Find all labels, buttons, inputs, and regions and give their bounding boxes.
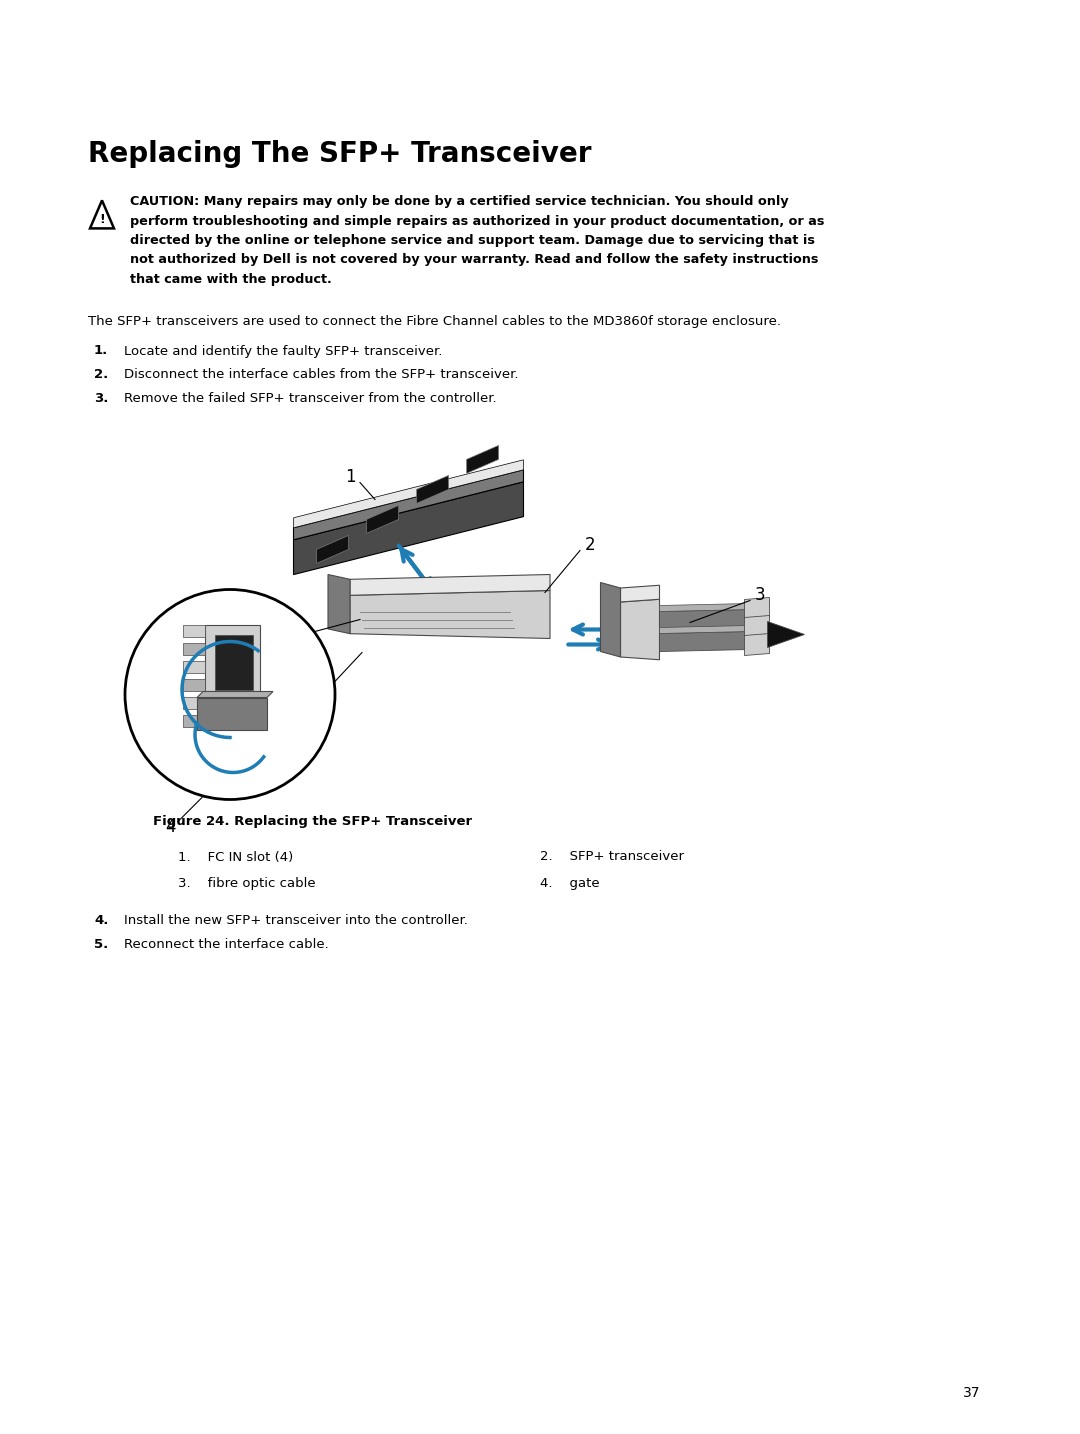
Polygon shape xyxy=(294,460,524,528)
Text: CAUTION: Many repairs may only be done by a certified service technician. You sh: CAUTION: Many repairs may only be done b… xyxy=(130,195,788,208)
Text: 5.: 5. xyxy=(94,938,108,952)
Polygon shape xyxy=(294,482,524,575)
Polygon shape xyxy=(467,446,499,473)
Text: 4: 4 xyxy=(165,819,175,836)
Polygon shape xyxy=(294,470,524,539)
Text: 4.: 4. xyxy=(94,915,108,928)
Polygon shape xyxy=(183,697,205,708)
Polygon shape xyxy=(183,678,205,691)
Text: 1.: 1. xyxy=(94,344,108,357)
Polygon shape xyxy=(744,634,769,655)
Circle shape xyxy=(125,589,335,800)
Polygon shape xyxy=(197,697,267,730)
Polygon shape xyxy=(197,691,273,697)
Polygon shape xyxy=(660,609,750,630)
Polygon shape xyxy=(350,591,550,638)
Text: not authorized by Dell is not covered by your warranty. Read and follow the safe: not authorized by Dell is not covered by… xyxy=(130,254,819,267)
Polygon shape xyxy=(205,624,260,700)
Text: 2.: 2. xyxy=(94,369,108,381)
Polygon shape xyxy=(328,575,350,634)
Text: Remove the failed SFP+ transceiver from the controller.: Remove the failed SFP+ transceiver from … xyxy=(124,393,497,406)
Text: Install the new SFP+ transceiver into the controller.: Install the new SFP+ transceiver into th… xyxy=(124,915,468,928)
Text: Replacing The SFP+ Transceiver: Replacing The SFP+ Transceiver xyxy=(87,141,592,168)
Text: Disconnect the interface cables from the SFP+ transceiver.: Disconnect the interface cables from the… xyxy=(124,369,518,381)
Text: that came with the product.: that came with the product. xyxy=(130,272,332,285)
Polygon shape xyxy=(660,625,750,634)
Polygon shape xyxy=(660,604,750,611)
Text: 3.    fibre optic cable: 3. fibre optic cable xyxy=(178,876,315,889)
Text: directed by the online or telephone service and support team. Damage due to serv: directed by the online or telephone serv… xyxy=(130,234,815,247)
Polygon shape xyxy=(621,585,660,602)
Polygon shape xyxy=(621,599,660,660)
Text: The SFP+ transceivers are used to connect the Fibre Channel cables to the MD3860: The SFP+ transceivers are used to connec… xyxy=(87,314,781,327)
Polygon shape xyxy=(183,642,205,654)
Polygon shape xyxy=(183,714,205,727)
Polygon shape xyxy=(366,505,399,533)
Polygon shape xyxy=(744,598,769,619)
Text: 1: 1 xyxy=(345,467,355,486)
Text: Locate and identify the faulty SFP+ transceiver.: Locate and identify the faulty SFP+ tran… xyxy=(124,344,443,357)
Text: 1.    FC IN slot (4): 1. FC IN slot (4) xyxy=(178,850,294,863)
Text: 3.: 3. xyxy=(94,393,108,406)
Polygon shape xyxy=(215,634,253,690)
Text: !: ! xyxy=(99,212,105,225)
Polygon shape xyxy=(768,621,805,648)
Text: Figure 24. Replacing the SFP+ Transceiver: Figure 24. Replacing the SFP+ Transceive… xyxy=(153,815,472,827)
Polygon shape xyxy=(600,582,621,657)
Polygon shape xyxy=(183,624,205,637)
Text: perform troubleshooting and simple repairs as authorized in your product documen: perform troubleshooting and simple repai… xyxy=(130,215,824,228)
Polygon shape xyxy=(417,476,448,503)
Polygon shape xyxy=(316,535,349,564)
Text: Reconnect the interface cable.: Reconnect the interface cable. xyxy=(124,938,328,952)
Polygon shape xyxy=(350,575,550,595)
Text: 2.    SFP+ transceiver: 2. SFP+ transceiver xyxy=(540,850,684,863)
Text: 37: 37 xyxy=(962,1387,980,1400)
Text: 3: 3 xyxy=(755,585,766,604)
Polygon shape xyxy=(660,631,750,651)
Polygon shape xyxy=(183,661,205,673)
Polygon shape xyxy=(744,615,769,638)
Text: 2: 2 xyxy=(584,535,595,554)
Text: 4.    gate: 4. gate xyxy=(540,876,599,889)
